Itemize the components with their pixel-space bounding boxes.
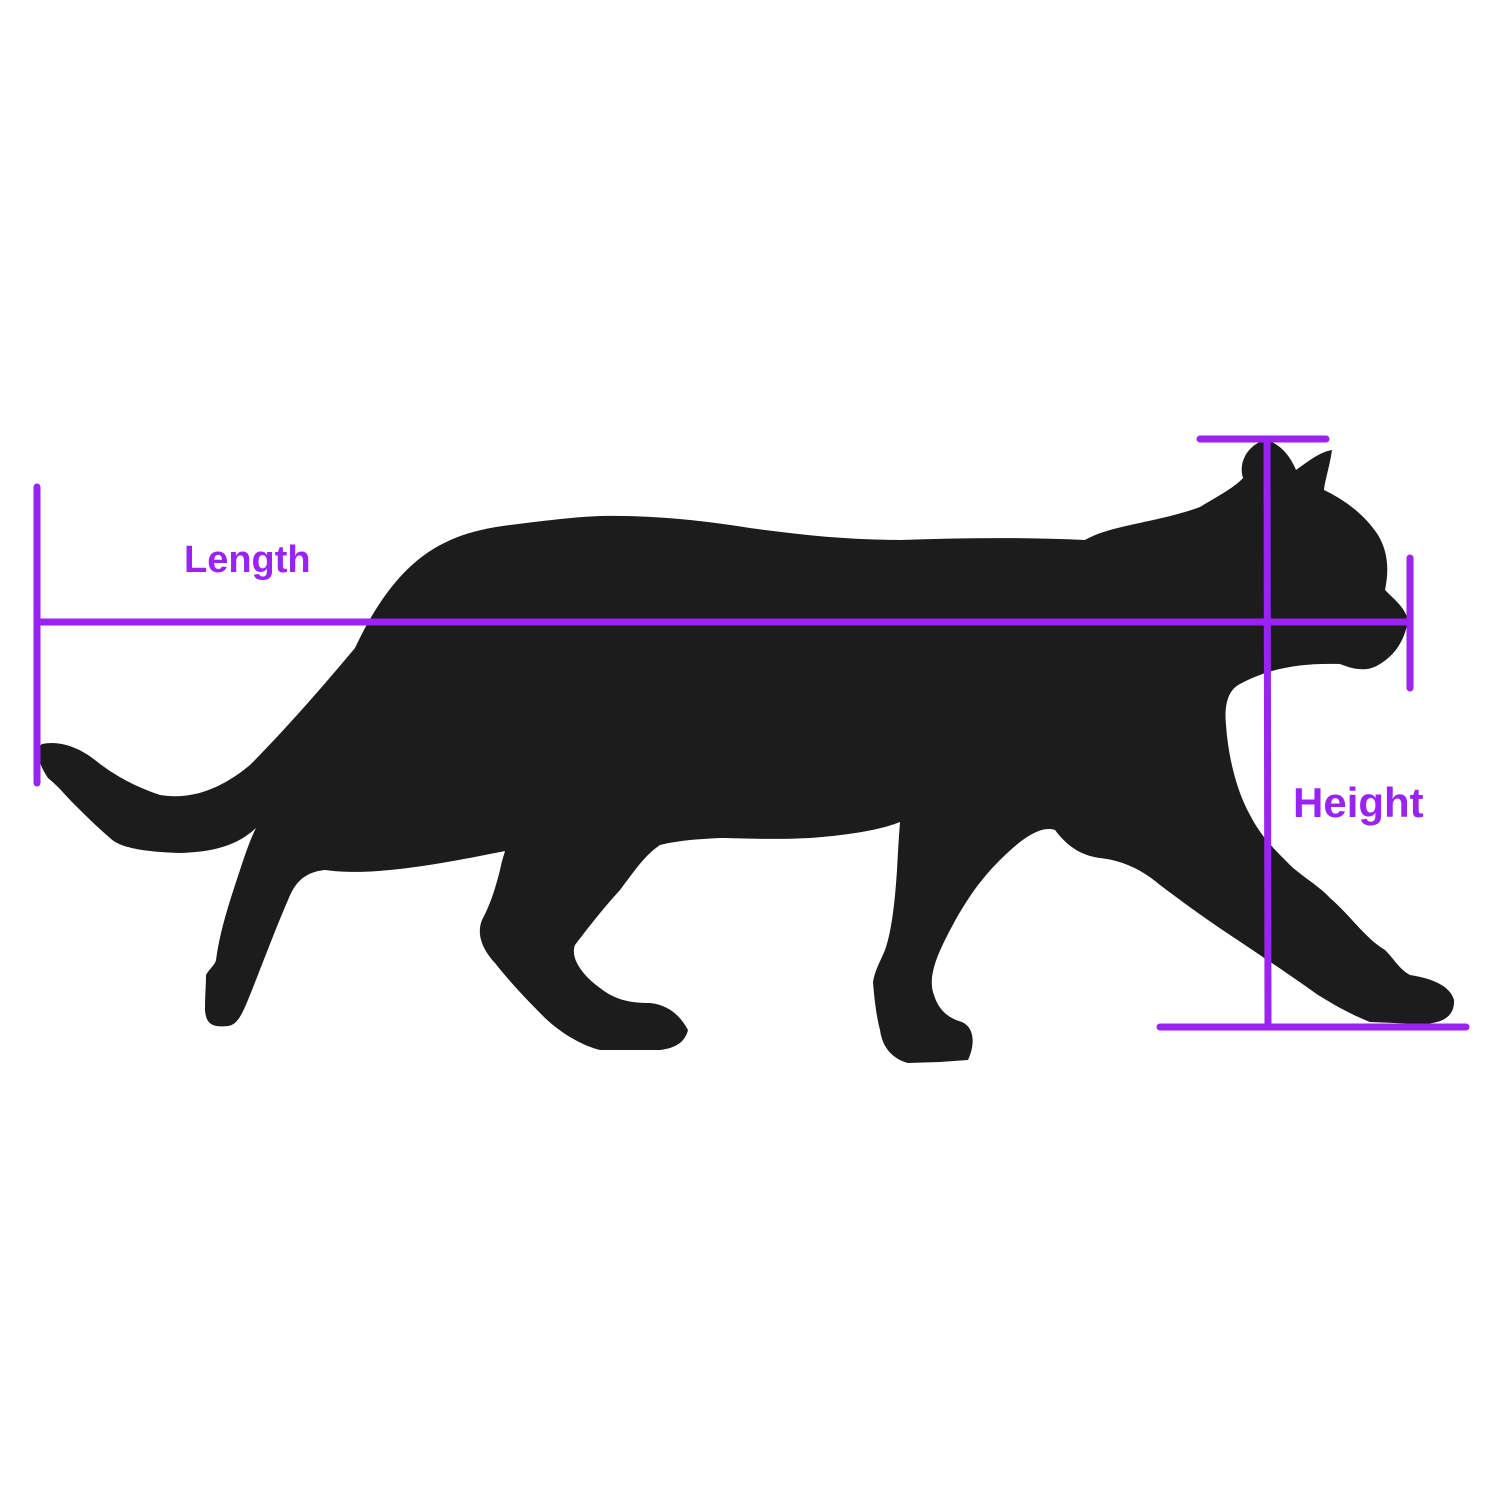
measurement-lines (33, 435, 1470, 1031)
length-label: Length (184, 539, 311, 581)
cat-body (38, 440, 1455, 1063)
cat-silhouette (38, 440, 1455, 1063)
height-label: Height (1293, 779, 1424, 826)
height-line (1263, 435, 1272, 1031)
